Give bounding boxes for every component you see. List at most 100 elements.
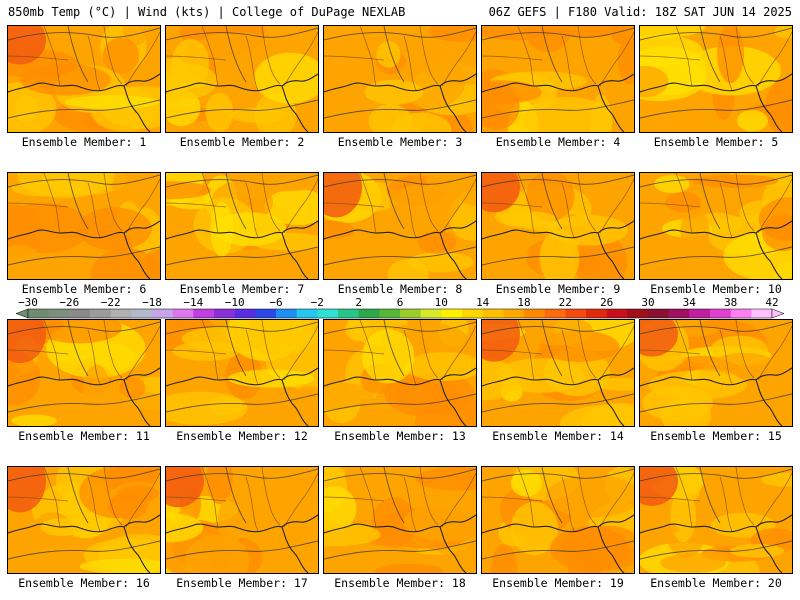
ensemble-map-11 xyxy=(8,320,160,426)
colorbar-tick-label: 6 xyxy=(396,296,404,309)
ensemble-map-14 xyxy=(482,320,634,426)
colorbar-tick-label: −22 xyxy=(100,296,121,309)
colorbar-segment xyxy=(668,309,690,318)
colorbar-tick-label: 42 xyxy=(765,296,779,309)
colorbar-segment xyxy=(152,309,173,318)
colorbar-segment xyxy=(317,309,339,318)
colorbar-tick-label: −26 xyxy=(59,296,80,309)
ensemble-member-label: Ensemble Member: 3 xyxy=(337,135,463,149)
colorbar-tick-label: 18 xyxy=(517,296,531,309)
color-scale-bar xyxy=(15,308,785,319)
ensemble-map-13 xyxy=(324,320,476,426)
ensemble-member-label: Ensemble Member: 19 xyxy=(492,576,624,590)
colorbar-tick-label: −14 xyxy=(183,296,204,309)
ensemble-map-15 xyxy=(640,320,792,426)
ensemble-map-1 xyxy=(8,26,160,132)
colorbar-tick-label: 26 xyxy=(600,296,614,309)
colorbar-segment xyxy=(751,309,773,318)
colorbar-segment xyxy=(400,309,421,318)
ensemble-panel-16 xyxy=(7,466,161,574)
ensemble-panel-11 xyxy=(7,319,161,427)
header-run-info: 06Z GEFS | F180 Valid: 18Z SAT JUN 14 20… xyxy=(488,5,792,19)
colorbar-tick-label: −6 xyxy=(269,296,283,309)
colorbar-segment xyxy=(379,309,401,318)
colorbar-segment xyxy=(730,309,752,318)
ensemble-member-label: Ensemble Member: 2 xyxy=(179,135,305,149)
colorbar-max-arrow xyxy=(771,308,785,319)
ensemble-map-2 xyxy=(166,26,318,132)
ensemble-map-16 xyxy=(8,467,160,573)
colorbar-segment xyxy=(48,309,70,318)
colorbar-segment xyxy=(172,309,194,318)
ensemble-map-3 xyxy=(324,26,476,132)
colorbar-segment xyxy=(544,309,566,318)
header-title: 850mb Temp (°C) | Wind (kts) | College o… xyxy=(8,5,406,19)
colorbar-segment xyxy=(110,309,132,318)
ensemble-map-17 xyxy=(166,467,318,573)
ensemble-panel-5 xyxy=(639,25,793,133)
colorbar-tick-label: 10 xyxy=(434,296,448,309)
colorbar-segment xyxy=(462,309,483,318)
colorbar-segment xyxy=(69,309,91,318)
colorbar-segment xyxy=(28,309,49,318)
colorbar-tick-label: −30 xyxy=(18,296,38,309)
ensemble-member-label: Ensemble Member: 11 xyxy=(18,429,150,443)
ensemble-panel-12 xyxy=(165,319,319,427)
ensemble-member-label: Ensemble Member: 14 xyxy=(492,429,624,443)
ensemble-map-19 xyxy=(482,467,634,573)
ensemble-panel-20 xyxy=(639,466,793,574)
ensemble-panel-1 xyxy=(7,25,161,133)
colorbar-segment xyxy=(131,309,153,318)
ensemble-map-20 xyxy=(640,467,792,573)
colorbar-segment xyxy=(234,309,256,318)
ensemble-panel-10 xyxy=(639,172,793,280)
ensemble-panel-19 xyxy=(481,466,635,574)
colorbar-segment xyxy=(255,309,277,318)
ensemble-member-label: Ensemble Member: 10 xyxy=(650,282,782,296)
colorbar-segment xyxy=(420,309,442,318)
ensemble-panel-7 xyxy=(165,172,319,280)
ensemble-map-5 xyxy=(640,26,792,132)
colorbar-tick-label: 38 xyxy=(724,296,738,309)
colorbar-segment xyxy=(627,309,649,318)
ensemble-panel-6 xyxy=(7,172,161,280)
ensemble-panel-14 xyxy=(481,319,635,427)
ensemble-map-4 xyxy=(482,26,634,132)
colorbar-tick-label: 2 xyxy=(355,296,362,309)
colorbar-segment xyxy=(524,309,545,318)
ensemble-member-label: Ensemble Member: 20 xyxy=(650,576,782,590)
ensemble-member-label: Ensemble Member: 12 xyxy=(176,429,308,443)
colorbar-segment xyxy=(214,309,235,318)
ensemble-map-6 xyxy=(8,173,160,279)
colorbar-segment xyxy=(482,309,504,318)
ensemble-member-label: Ensemble Member: 8 xyxy=(337,282,463,296)
ensemble-panel-18 xyxy=(323,466,477,574)
ensemble-member-label: Ensemble Member: 9 xyxy=(495,282,621,296)
colorbar-segment xyxy=(276,309,297,318)
colorbar-segment xyxy=(606,309,628,318)
colorbar-segment xyxy=(296,309,318,318)
ensemble-panel-17 xyxy=(165,466,319,574)
ensemble-map-10 xyxy=(640,173,792,279)
ensemble-map-9 xyxy=(482,173,634,279)
colorbar-segment xyxy=(358,309,380,318)
colorbar-tick-label: −10 xyxy=(224,296,245,309)
ensemble-map-12 xyxy=(166,320,318,426)
ensemble-panel-15 xyxy=(639,319,793,427)
ensemble-panel-3 xyxy=(323,25,477,133)
ensemble-member-label: Ensemble Member: 4 xyxy=(495,135,621,149)
colorbar-tick-label: 14 xyxy=(476,296,490,309)
colorbar-tick-label: 30 xyxy=(641,296,655,309)
ensemble-panel-2 xyxy=(165,25,319,133)
ensemble-member-label: Ensemble Member: 17 xyxy=(176,576,308,590)
colorbar-tick-label: 22 xyxy=(558,296,572,309)
ensemble-panel-4 xyxy=(481,25,635,133)
colorbar-tick-label: −18 xyxy=(142,296,162,309)
ensemble-member-label: Ensemble Member: 7 xyxy=(179,282,305,296)
colorbar-tick-label: 34 xyxy=(682,296,696,309)
ensemble-map-8 xyxy=(324,173,476,279)
ensemble-member-label: Ensemble Member: 18 xyxy=(334,576,466,590)
ensemble-map-7 xyxy=(166,173,318,279)
ensemble-panel-13 xyxy=(323,319,477,427)
colorbar-segment xyxy=(193,309,215,318)
